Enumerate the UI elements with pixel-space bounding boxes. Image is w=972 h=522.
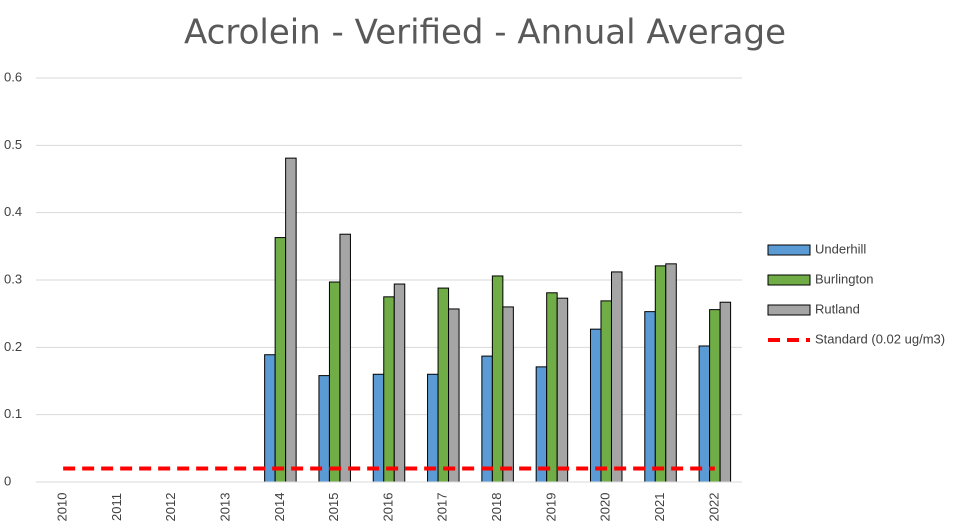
bar [481, 355, 493, 483]
bar [427, 373, 439, 483]
legend-label: Rutland [815, 301, 860, 316]
bar [339, 233, 351, 483]
x-tick-label: 2010 [55, 493, 70, 522]
x-tick-label: 2018 [489, 493, 504, 522]
bar [589, 328, 602, 483]
bar [274, 237, 287, 483]
bar [556, 297, 569, 483]
legend-label: Burlington [815, 271, 874, 286]
bar [502, 306, 514, 483]
bar [535, 366, 548, 483]
x-tick-label: 2017 [435, 493, 450, 522]
bar [318, 375, 330, 483]
bar [654, 265, 667, 483]
bar [709, 309, 721, 483]
x-tick-label: 2016 [380, 493, 395, 522]
x-tick-label: 2022 [706, 493, 721, 522]
x-tick-label: 2015 [326, 493, 341, 522]
bar [264, 354, 276, 483]
bar [546, 292, 558, 483]
x-tick-label: 2021 [652, 493, 667, 522]
bar [372, 373, 385, 483]
bar [600, 300, 612, 483]
bar [383, 296, 395, 483]
y-tick-label: 0 [4, 473, 11, 488]
y-tick-label: 0.1 [4, 406, 22, 421]
y-tick-label: 0.4 [4, 204, 22, 219]
x-tick-label: 2014 [272, 493, 287, 522]
bar [719, 301, 732, 483]
x-tick-label: 2011 [109, 493, 124, 521]
legend-label: Underhill [815, 241, 866, 256]
chart-title: Acrolein - Verified - Annual Average [184, 13, 786, 53]
bar [610, 271, 623, 483]
bar [285, 157, 297, 483]
x-tick-label: 2020 [598, 493, 613, 522]
bar [393, 283, 406, 483]
y-tick-label: 0.2 [4, 339, 22, 354]
legend-swatch [767, 244, 811, 256]
bar [644, 311, 656, 483]
x-tick-label: 2013 [218, 493, 233, 522]
x-tick-label: 2019 [543, 493, 558, 522]
y-tick-label: 0.6 [4, 69, 22, 84]
legend-swatch [767, 304, 811, 316]
bar [437, 287, 450, 483]
y-tick-label: 0.3 [4, 271, 22, 286]
legend-swatch [767, 274, 811, 286]
bar [491, 275, 504, 483]
bar [328, 281, 341, 483]
y-tick-label: 0.5 [4, 137, 22, 152]
bar [698, 345, 711, 483]
bar [448, 308, 460, 483]
x-tick-label: 2012 [163, 493, 178, 522]
bar [665, 263, 677, 483]
legend-label: Standard (0.02 ug/m3) [815, 331, 945, 346]
